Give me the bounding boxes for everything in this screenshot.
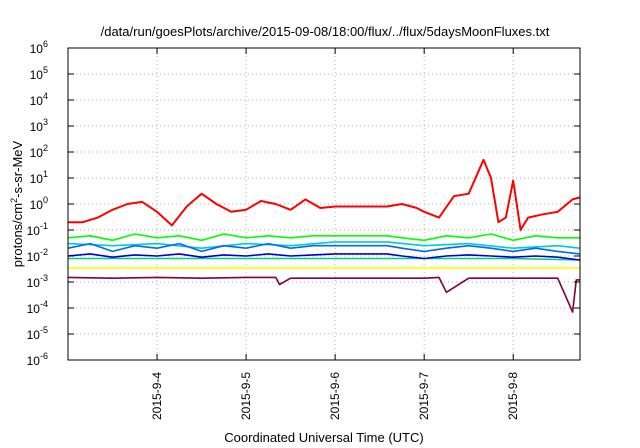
y-tick-label: 10-6 (27, 351, 48, 368)
series-line-2 (67, 241, 581, 249)
x-tick-label: 2015-9-6 (328, 372, 342, 420)
y-tick-label: 103 (30, 117, 48, 134)
y-tick-label: 105 (30, 65, 48, 82)
series-lines (67, 158, 581, 313)
x-tick-label: 2015-9-8 (506, 372, 520, 420)
x-axis-ticks: 2015-9-4 2015-9-5 2015-9-6 2015-9-7 2015-9-8 (150, 48, 520, 420)
chart-title: /data/run/goesPlots/archive/2015-09-08/1… (101, 24, 550, 39)
y-tick-label: 10-2 (27, 247, 48, 264)
x-tick-label: 2015-9-4 (150, 372, 164, 420)
x-tick-label: 2015-9-5 (239, 372, 253, 420)
series-line-1 (67, 233, 580, 242)
x-tick-label: 2015-9-7 (417, 372, 431, 420)
y-tick-label: 101 (30, 169, 48, 186)
x-axis-label: Coordinated Universal Time (UTC) (224, 430, 423, 445)
series-line-3 (67, 242, 581, 255)
series-line-7 (67, 276, 580, 313)
y-tick-label: 10-5 (27, 325, 48, 342)
series-line-0 (68, 158, 581, 231)
y-tick-label: 100 (30, 195, 48, 212)
y-tick-label: 10-3 (27, 273, 48, 290)
y-tick-label: 104 (30, 91, 48, 108)
grid-lines (68, 48, 580, 360)
y-axis-ticks: 10-6 10-5 10-4 10-3 10-2 10-1 100 101 102 103 104 1… (27, 39, 580, 368)
y-tick-label: 10-4 (27, 299, 48, 316)
y-axis-label: protons/cm2-s-sr-MeV (9, 140, 25, 267)
y-tick-label: 102 (30, 143, 48, 160)
y-tick-label: 106 (30, 39, 48, 56)
y-tick-label: 10-1 (27, 221, 48, 238)
series-line-4 (68, 257, 581, 261)
series-line-5 (67, 253, 581, 261)
